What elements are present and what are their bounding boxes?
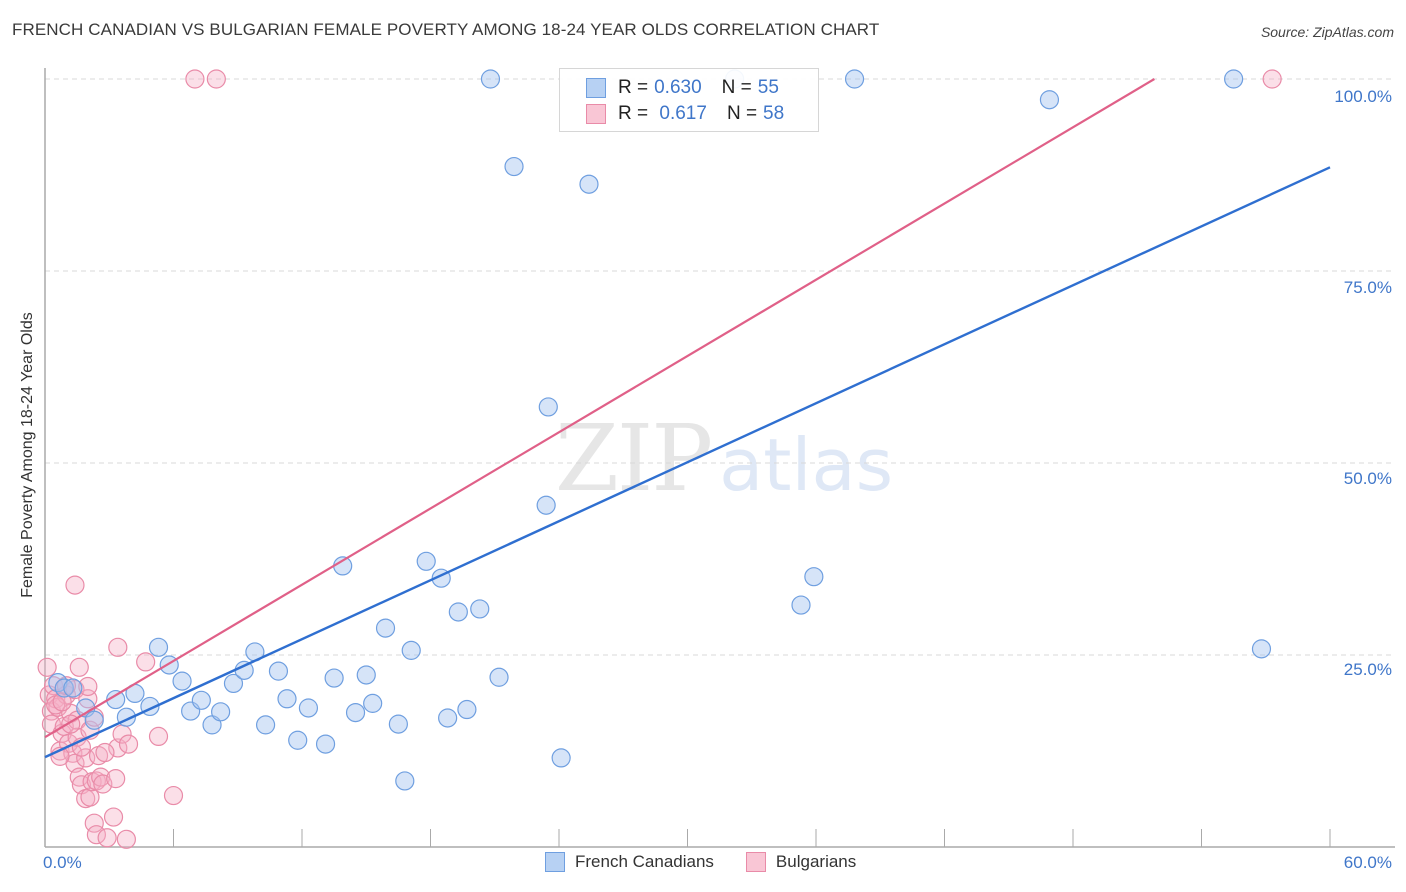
legend-item-bulgarians[interactable]: Bulgarians <box>745 852 857 872</box>
legend-n-value: 58 <box>763 103 785 124</box>
bulgarians-points <box>37 69 1282 849</box>
legend-row-french-canadians: R = 0.630 N = 55 <box>586 76 779 100</box>
y-tick-25: 25.0% <box>1343 660 1392 679</box>
legend-swatch-pink <box>586 104 606 124</box>
chart-title: FRENCH CANADIAN VS BULGARIAN FEMALE POVE… <box>12 20 880 39</box>
trendlines <box>44 78 1331 759</box>
legend-r-label: R = <box>618 77 649 98</box>
gridlines <box>45 78 1395 656</box>
y-axis-title: Female Poverty Among 18-24 Year Olds <box>19 312 36 598</box>
x-tick-max: 60.0% <box>1343 853 1392 872</box>
series-legend: French Canadians Bulgarians <box>545 852 888 872</box>
watermark-zip: ZIP <box>555 405 713 512</box>
legend-swatch-pink <box>745 852 766 872</box>
legend-n-label: N = <box>721 77 752 98</box>
x-tick-min: 0.0% <box>43 853 82 872</box>
legend-r-label: R = <box>618 103 649 124</box>
legend-r-value: 0.630 <box>654 77 702 98</box>
french-canadians-points <box>48 69 1272 791</box>
legend-swatch-blue <box>586 78 606 98</box>
legend-label: Bulgarians <box>775 852 857 871</box>
y-tick-100: 100.0% <box>1334 87 1392 106</box>
y-tick-50: 50.0% <box>1343 469 1392 488</box>
axes <box>44 68 1395 848</box>
legend-item-french-canadians[interactable]: French Canadians <box>545 852 714 872</box>
y-tick-75: 75.0% <box>1343 278 1392 297</box>
legend-row-bulgarians: R = 0.617 N = 58 <box>586 102 784 126</box>
legend-n-value: 55 <box>757 77 779 98</box>
zipatlas-watermark: ZIP atlas <box>555 405 893 512</box>
legend-label: French Canadians <box>575 852 714 871</box>
correlation-legend: R = 0.630 N = 55 R = 0.617 N = 58 <box>559 68 819 132</box>
source-credit: Source: ZipAtlas.com <box>1260 24 1394 40</box>
legend-n-label: N = <box>726 103 758 124</box>
legend-r-value: 0.617 <box>654 103 707 124</box>
legend-swatch-blue <box>545 852 565 872</box>
watermark-atlas: atlas <box>719 423 894 507</box>
